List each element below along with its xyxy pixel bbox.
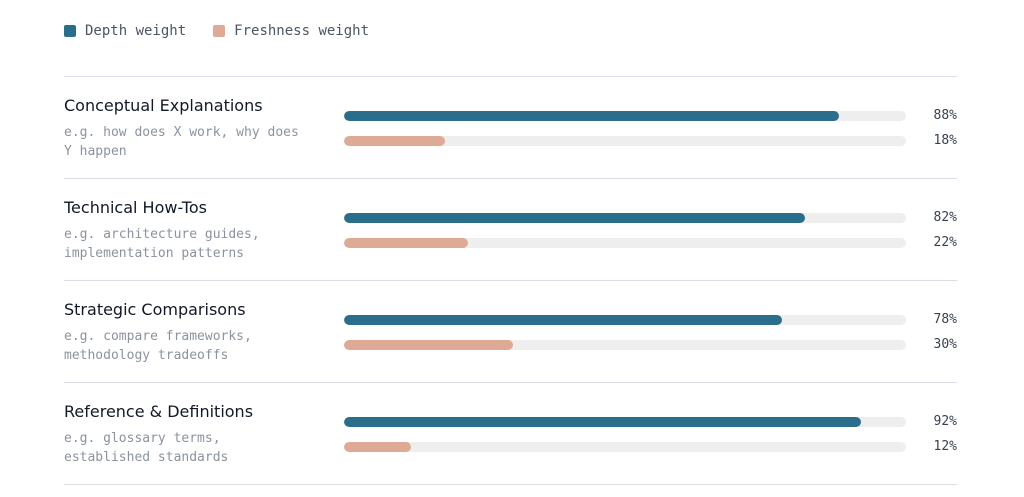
chart-legend: Depth weight Freshness weight [64,21,396,41]
depth-bar-track [344,417,906,427]
category-label: Conceptual Explanations [64,96,263,115]
depth-bar [344,111,839,121]
depth-bar [344,213,805,223]
depth-bar-track [344,315,906,325]
freshness-bar-track [344,340,906,350]
category-label: Reference & Definitions [64,402,254,421]
freshness-value-label: 12% [933,439,957,454]
category-description: e.g. glossary terms, established standar… [64,431,229,465]
legend-item-freshness: Freshness weight [213,23,369,39]
chart-row-technical-how-tos: Technical How-Tos e.g. architecture guide… [64,179,957,281]
legend-swatch-freshness [213,25,226,37]
legend-item-depth: Depth weight [64,23,186,39]
depth-value-label: 88% [933,108,957,123]
freshness-bar [344,340,513,350]
chart-row-conceptual-explanations: Conceptual Explanations e.g. how does X w… [64,77,957,179]
freshness-value-label: 22% [933,235,957,250]
depth-bar-track [344,111,906,121]
category-description: e.g. compare frameworks, methodology tra… [64,329,252,363]
chart-rows: Conceptual Explanations e.g. how does X w… [64,76,957,485]
legend-swatch-depth [64,25,76,37]
chart-row-strategic-comparisons: Strategic Comparisons e.g. compare framew… [64,281,957,383]
depth-bar-track [344,213,906,223]
depth-value-label: 92% [933,414,957,429]
category-label: Strategic Comparisons [64,300,246,319]
freshness-bar [344,136,446,146]
legend-label-freshness: Freshness weight [234,23,370,39]
freshness-bar [344,238,468,248]
depth-value-label: 78% [933,312,957,327]
depth-bar [344,417,862,427]
chart-row-reference-and-definitions: Reference & Definitions e.g. glossary ter… [64,383,957,485]
freshness-bar [344,442,412,452]
category-description: e.g. how does X work, why does Y happen [64,125,299,159]
category-description: e.g. architecture guides, implementation… [64,227,260,261]
freshness-bar-track [344,442,906,452]
depth-bar [344,315,783,325]
depth-value-label: 82% [933,210,957,225]
freshness-bar-track [344,136,906,146]
category-label: Technical How-Tos [64,198,207,217]
freshness-value-label: 30% [933,337,957,352]
legend-label-depth: Depth weight [85,23,187,39]
freshness-bar-track [344,238,906,248]
freshness-value-label: 18% [933,133,957,148]
